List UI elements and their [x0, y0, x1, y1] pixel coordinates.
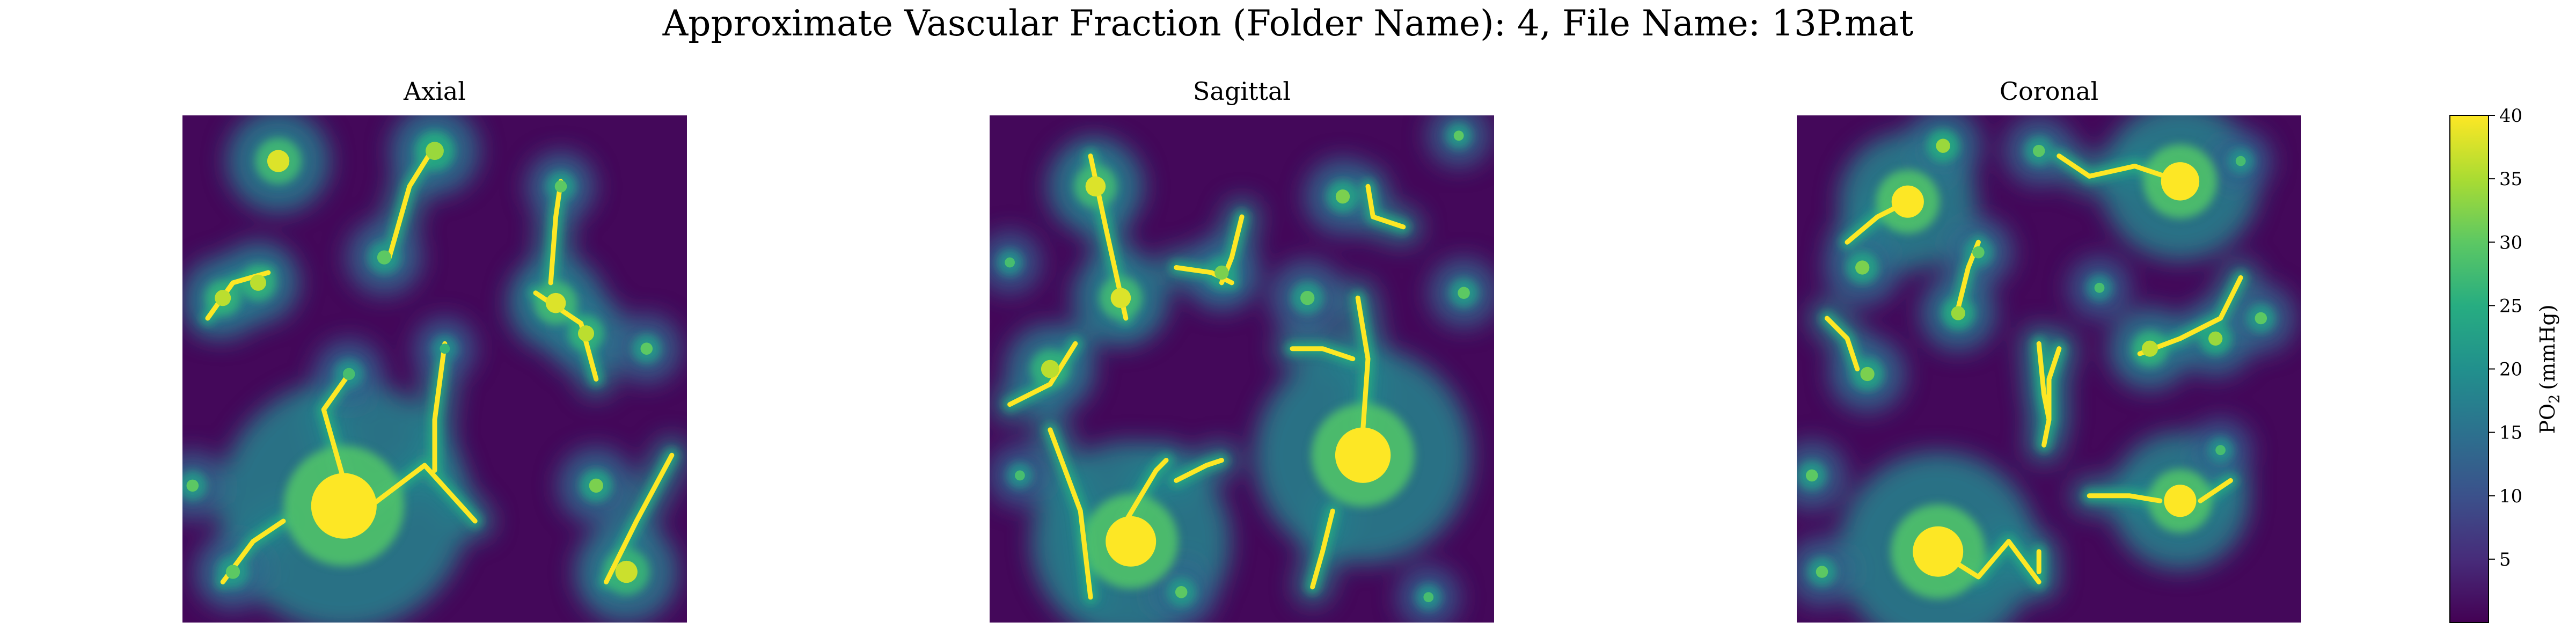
- blob-core: [1423, 592, 1434, 603]
- axial-heatmap: [182, 115, 687, 623]
- sagittal-title: Sagittal: [1193, 77, 1291, 106]
- vessel-core: [2137, 275, 2243, 356]
- blob-core: [440, 343, 450, 354]
- vessel-core: [1048, 427, 1093, 600]
- colorbar-ticks: 5 10 15 20 25 30 35 40: [2489, 105, 2522, 570]
- vessel-core: [2057, 153, 2183, 184]
- blob-core: [1041, 360, 1059, 378]
- blob-core: [215, 290, 231, 306]
- colorbar-tick-label: 40: [2499, 105, 2522, 127]
- heatmap-core-layer: [1005, 130, 1470, 603]
- blob-core: [311, 473, 377, 539]
- blob-core: [377, 250, 392, 265]
- heatmap-core-layer: [1805, 138, 2267, 584]
- blob-core: [545, 292, 566, 313]
- blob-core: [1214, 265, 1229, 280]
- blob-core: [1175, 586, 1188, 598]
- blob-core: [589, 478, 603, 493]
- coronal-heatmap: [1797, 115, 2301, 623]
- colorbar-tick-label: 35: [2499, 169, 2522, 190]
- heatmap-core-layer: [186, 142, 675, 584]
- blob-core: [186, 479, 199, 492]
- vessel-core: [2087, 493, 2163, 503]
- blob-core: [2094, 282, 2105, 293]
- blob-core: [1335, 189, 1350, 204]
- vessel-core: [321, 371, 352, 483]
- blob-core: [1860, 367, 1875, 382]
- blob-core: [1805, 469, 1818, 482]
- blob-core: [1106, 516, 1157, 567]
- colorbar-label-sub: 2: [2546, 394, 2563, 404]
- blob-core: [1085, 176, 1106, 197]
- vessel-core: [386, 143, 437, 260]
- blob-core: [2215, 445, 2226, 456]
- colorbar-tick-label: 25: [2499, 295, 2522, 317]
- coronal-title: Coronal: [2000, 77, 2098, 106]
- vessel-core: [1007, 341, 1078, 407]
- vessel-core: [548, 179, 564, 286]
- axial-panel: Axial: [182, 77, 687, 623]
- blob-core: [1300, 291, 1315, 305]
- blob-core: [1005, 257, 1015, 268]
- colorbar-gradient: [2449, 115, 2489, 623]
- blob-core: [1855, 260, 1870, 275]
- vessel-core: [2036, 341, 2052, 448]
- colorbar-tick-label: 15: [2499, 422, 2522, 444]
- blob-core: [2235, 156, 2246, 166]
- blob-core: [577, 325, 595, 342]
- blob-core: [1891, 185, 1924, 218]
- blob-core: [2208, 331, 2223, 346]
- vessel-core: [2198, 478, 2233, 503]
- sagittal-panel: Sagittal: [990, 77, 1494, 623]
- vessel-core: [1355, 295, 1371, 433]
- blob-core: [554, 180, 567, 193]
- vessel-core: [361, 463, 478, 524]
- blob-core: [1936, 138, 1950, 153]
- blob-core: [2032, 144, 2045, 157]
- blob-core: [1951, 306, 1965, 320]
- blob-core: [250, 274, 267, 291]
- blob-core: [1453, 130, 1464, 141]
- blob-core: [1015, 470, 1025, 481]
- sagittal-heatmap: [990, 115, 1494, 623]
- blob-core: [1913, 526, 1964, 577]
- vessel-core: [432, 341, 448, 473]
- blob-core: [426, 142, 444, 160]
- blob-core: [1335, 427, 1391, 483]
- colorbar: 5 10 15 20 25 30 35 40 PO2 (mmHg): [2449, 105, 2563, 623]
- vessel-core: [1365, 184, 1406, 230]
- vessel-core: [2046, 346, 2062, 422]
- colorbar-label: PO2 (mmHg): [2536, 304, 2563, 434]
- colorbar-tick-label: 30: [2499, 232, 2522, 253]
- coronal-panel: Coronal: [1797, 77, 2301, 623]
- blob-core: [615, 560, 638, 583]
- vessel-core: [1174, 265, 1234, 286]
- blob-core: [225, 565, 240, 579]
- vessel-core: [1123, 458, 1169, 524]
- blob-core: [1458, 287, 1470, 299]
- blob-core: [2255, 312, 2267, 325]
- blob-core: [2161, 162, 2200, 201]
- blob-core: [342, 368, 355, 380]
- colorbar-label-main: PO: [2536, 404, 2559, 434]
- vessel-core: [604, 452, 675, 584]
- colorbar-tick-label: 5: [2499, 549, 2511, 570]
- blob-core: [1816, 566, 1828, 578]
- blob-core: [2141, 340, 2158, 357]
- figure-suptitle: Approximate Vascular Fraction (Folder Na…: [662, 3, 1914, 44]
- blob-core: [1110, 288, 1131, 308]
- vessel-core: [1290, 346, 1356, 362]
- vessel-core: [1310, 508, 1335, 590]
- vessel-core: [1174, 458, 1224, 483]
- colorbar-tick-label: 10: [2499, 486, 2522, 507]
- blob-core: [2164, 485, 2197, 517]
- colorbar-label-units: (mmHg): [2536, 304, 2559, 390]
- blob-core: [267, 150, 290, 172]
- vessel-core: [1824, 316, 1860, 371]
- blob-core: [640, 342, 653, 355]
- blob-core: [1972, 246, 1985, 259]
- colorbar-tick-label: 20: [2499, 359, 2522, 380]
- axial-title: Axial: [403, 77, 466, 106]
